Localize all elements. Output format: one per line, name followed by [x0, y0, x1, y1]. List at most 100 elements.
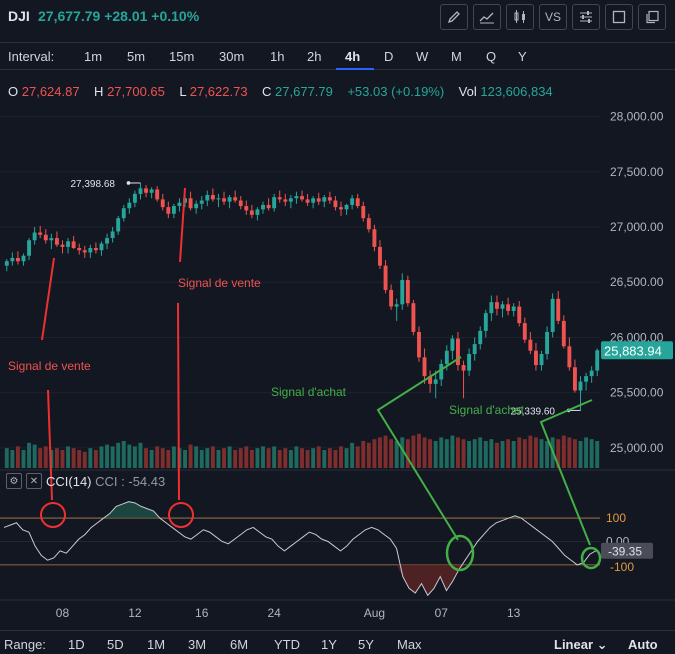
interval-15m[interactable]: 15m [169, 49, 195, 64]
candle [60, 240, 65, 254]
candle [539, 350, 544, 371]
candle [450, 335, 455, 360]
candle-body [378, 246, 382, 266]
volume-bar [160, 448, 165, 468]
candle-body [127, 202, 132, 209]
volume-bar [528, 435, 533, 468]
volume-bar [428, 439, 433, 468]
price-tick-label: 26,000.00 [610, 330, 664, 344]
candle [21, 253, 26, 266]
volume-bar [589, 439, 594, 468]
candle-body [93, 248, 98, 251]
volume-bar [355, 446, 360, 468]
volume-bar [478, 437, 483, 468]
candle-body [584, 376, 589, 382]
candle-body [361, 206, 366, 219]
candles-icon[interactable] [506, 4, 534, 30]
compare-icon[interactable]: VS [539, 4, 567, 30]
interval-4h[interactable]: 4h [345, 49, 361, 64]
current-price-label: 25,883.94 [604, 343, 662, 358]
interval-5m[interactable]: 5m [127, 49, 146, 64]
volume-bar [32, 444, 37, 468]
fullscreen-icon[interactable] [605, 4, 633, 30]
volume-bar [272, 446, 277, 468]
interval-2h[interactable]: 2h [307, 49, 322, 64]
popout-icon[interactable] [638, 4, 666, 30]
range-6m[interactable]: 6M [230, 637, 249, 652]
interval-30m[interactable]: 30m [219, 49, 245, 64]
range-5d[interactable]: 5D [107, 637, 124, 652]
candle-body [366, 218, 371, 230]
range-1d[interactable]: 1D [68, 637, 85, 652]
candle [595, 348, 600, 377]
volume-bar [456, 437, 460, 468]
settings-sliders-icon[interactable] [572, 4, 600, 30]
volume-bar [233, 450, 238, 468]
interval-1h[interactable]: 1h [270, 49, 285, 64]
candle-body [249, 210, 254, 215]
candle [433, 370, 438, 399]
symbol-name[interactable]: DJI [8, 8, 30, 24]
compare-label: VS [544, 10, 561, 24]
candle-body [561, 320, 566, 347]
interval-1m[interactable]: 1m [84, 49, 103, 64]
interval-q[interactable]: Q [486, 49, 497, 64]
volume-bar [333, 450, 338, 468]
candle-body [194, 203, 199, 209]
candle [88, 244, 93, 258]
candle [249, 204, 254, 219]
cci-close-icon[interactable]: ✕ [26, 473, 42, 489]
candle [166, 201, 171, 219]
interval-m[interactable]: M [451, 49, 462, 64]
range-label: Range: [4, 637, 46, 652]
volume-bar [116, 442, 121, 468]
interval-y[interactable]: Y [518, 49, 527, 64]
range-5y[interactable]: 5Y [358, 637, 374, 652]
candle [116, 215, 121, 235]
candle [339, 201, 343, 216]
sell-circle [168, 502, 194, 528]
volume-label: Vol [458, 84, 477, 99]
volume-bar [561, 435, 566, 468]
range-1m[interactable]: 1M [147, 637, 166, 652]
candle [506, 297, 511, 316]
candle-body [110, 231, 115, 239]
range-ytd[interactable]: YTD [274, 637, 300, 652]
volume-bar [66, 446, 71, 468]
volume-bar [138, 442, 143, 468]
cci-upper-label: 100 [606, 511, 626, 525]
interval-w[interactable]: W [416, 49, 429, 64]
cci-lower-label: -100 [610, 560, 634, 574]
candle-body [528, 339, 533, 351]
volume-bar [127, 444, 132, 468]
volume-bar [584, 437, 589, 468]
volume-bar [88, 448, 93, 468]
time-tick-label: 07 [435, 606, 449, 620]
volume-bar [144, 448, 148, 468]
open-value: 27,624.87 [21, 84, 80, 99]
range-max[interactable]: Max [397, 637, 422, 652]
candle-body [389, 289, 394, 307]
scale-select[interactable]: Linear ⌄ [554, 637, 608, 653]
candle-body [472, 344, 477, 355]
price-chart[interactable]: 28,000.00 27,500.00 27,000.00 26,500.00 26,0… [0, 74, 675, 630]
range-3m[interactable]: 3M [188, 637, 207, 652]
volume-bars [4, 433, 600, 468]
volume-bar [533, 437, 538, 468]
auto-scale-button[interactable]: Auto [628, 637, 658, 652]
volume-bar [222, 448, 226, 468]
candle-body [467, 354, 472, 371]
buy-arrow-line [539, 399, 593, 546]
candle [238, 196, 243, 210]
volume-bar [110, 446, 115, 468]
indicators-icon[interactable] [473, 4, 501, 30]
cci-settings-icon[interactable]: ⚙ [6, 473, 22, 489]
candle [316, 192, 321, 205]
candle [15, 251, 20, 265]
candle-body [71, 241, 76, 248]
range-1y[interactable]: 1Y [321, 637, 337, 652]
sell-circle [40, 502, 66, 528]
interval-d[interactable]: D [384, 49, 394, 64]
pencil-icon[interactable] [440, 4, 468, 30]
candle-body [105, 238, 109, 244]
